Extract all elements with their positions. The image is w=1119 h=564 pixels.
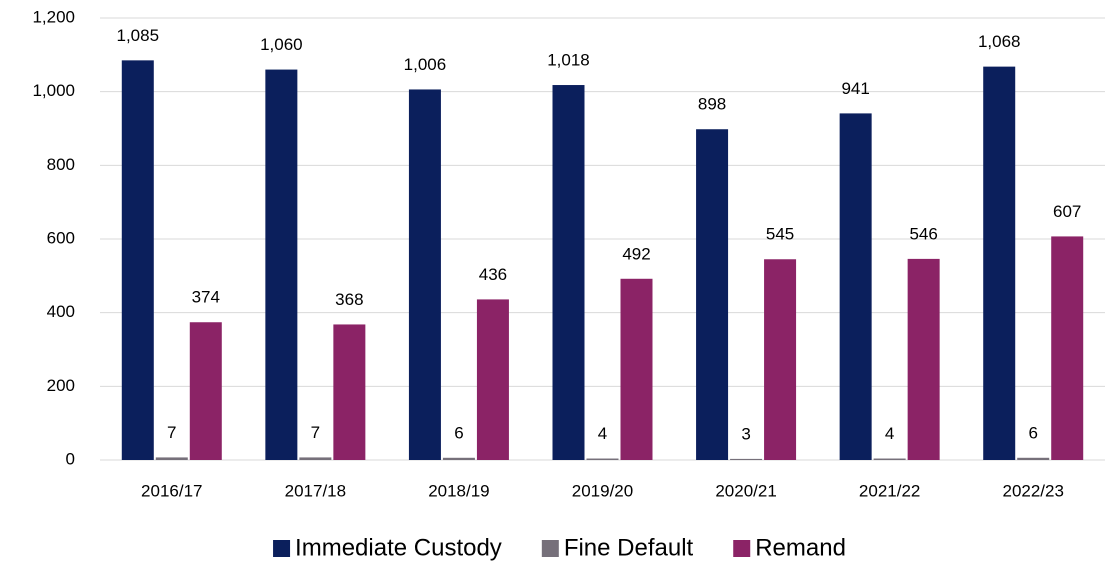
x-tick-label: 2019/20	[572, 481, 633, 500]
bar	[476, 299, 509, 460]
legend-label: Remand	[755, 534, 846, 561]
data-label: 1,068	[978, 32, 1021, 51]
data-label: 898	[698, 95, 726, 114]
data-label: 1,060	[260, 35, 303, 54]
legend-swatch	[733, 540, 751, 557]
data-label: 436	[479, 265, 507, 284]
x-tick-label: 2017/18	[285, 481, 346, 500]
bar	[1051, 236, 1084, 460]
bar	[586, 458, 619, 460]
data-label: 607	[1053, 202, 1081, 221]
bar	[408, 89, 441, 460]
bar	[333, 324, 366, 460]
legend-swatch	[273, 540, 291, 557]
x-tick-label: 2021/22	[859, 481, 920, 500]
bar	[620, 278, 653, 460]
bar	[764, 259, 797, 460]
legend-swatch	[541, 540, 559, 557]
y-tick-label: 0	[66, 449, 75, 468]
y-tick-label: 600	[47, 228, 75, 247]
data-label: 7	[167, 423, 176, 442]
data-label: 546	[909, 224, 937, 243]
y-tick-label: 200	[47, 376, 75, 395]
bar	[730, 458, 763, 460]
data-label: 941	[841, 79, 869, 98]
bar	[189, 322, 222, 460]
data-label: 368	[335, 290, 363, 309]
data-label: 1,006	[404, 55, 447, 74]
data-label: 492	[622, 244, 650, 263]
bar	[265, 69, 298, 461]
y-tick-label: 800	[47, 155, 75, 174]
y-tick-label: 1,200	[32, 7, 75, 26]
bar	[155, 457, 188, 460]
y-tick-label: 1,000	[32, 81, 75, 100]
data-label: 545	[766, 225, 794, 244]
bar	[299, 457, 332, 460]
bar	[442, 457, 475, 460]
x-tick-label: 2020/21	[715, 481, 776, 500]
legend-label: Immediate Custody	[295, 534, 502, 561]
bar	[839, 113, 872, 461]
bar	[696, 129, 729, 460]
bar	[907, 258, 940, 460]
data-label: 6	[454, 423, 463, 442]
legend-label: Fine Default	[564, 534, 694, 561]
bar	[873, 458, 906, 460]
bar	[983, 66, 1016, 461]
data-label: 374	[192, 288, 220, 307]
bar	[121, 60, 154, 460]
data-label: 7	[311, 423, 320, 442]
data-label: 1,018	[547, 51, 590, 70]
data-label: 4	[598, 424, 607, 443]
x-tick-label: 2018/19	[428, 481, 489, 500]
data-label: 4	[885, 424, 894, 443]
data-label: 6	[1028, 423, 1037, 442]
data-label: 1,085	[117, 26, 160, 45]
data-label: 3	[741, 424, 750, 443]
y-tick-label: 400	[47, 302, 75, 321]
bar	[552, 85, 585, 460]
bar	[1017, 457, 1050, 460]
x-tick-label: 2016/17	[141, 481, 202, 500]
x-tick-label: 2022/23	[1002, 481, 1063, 500]
